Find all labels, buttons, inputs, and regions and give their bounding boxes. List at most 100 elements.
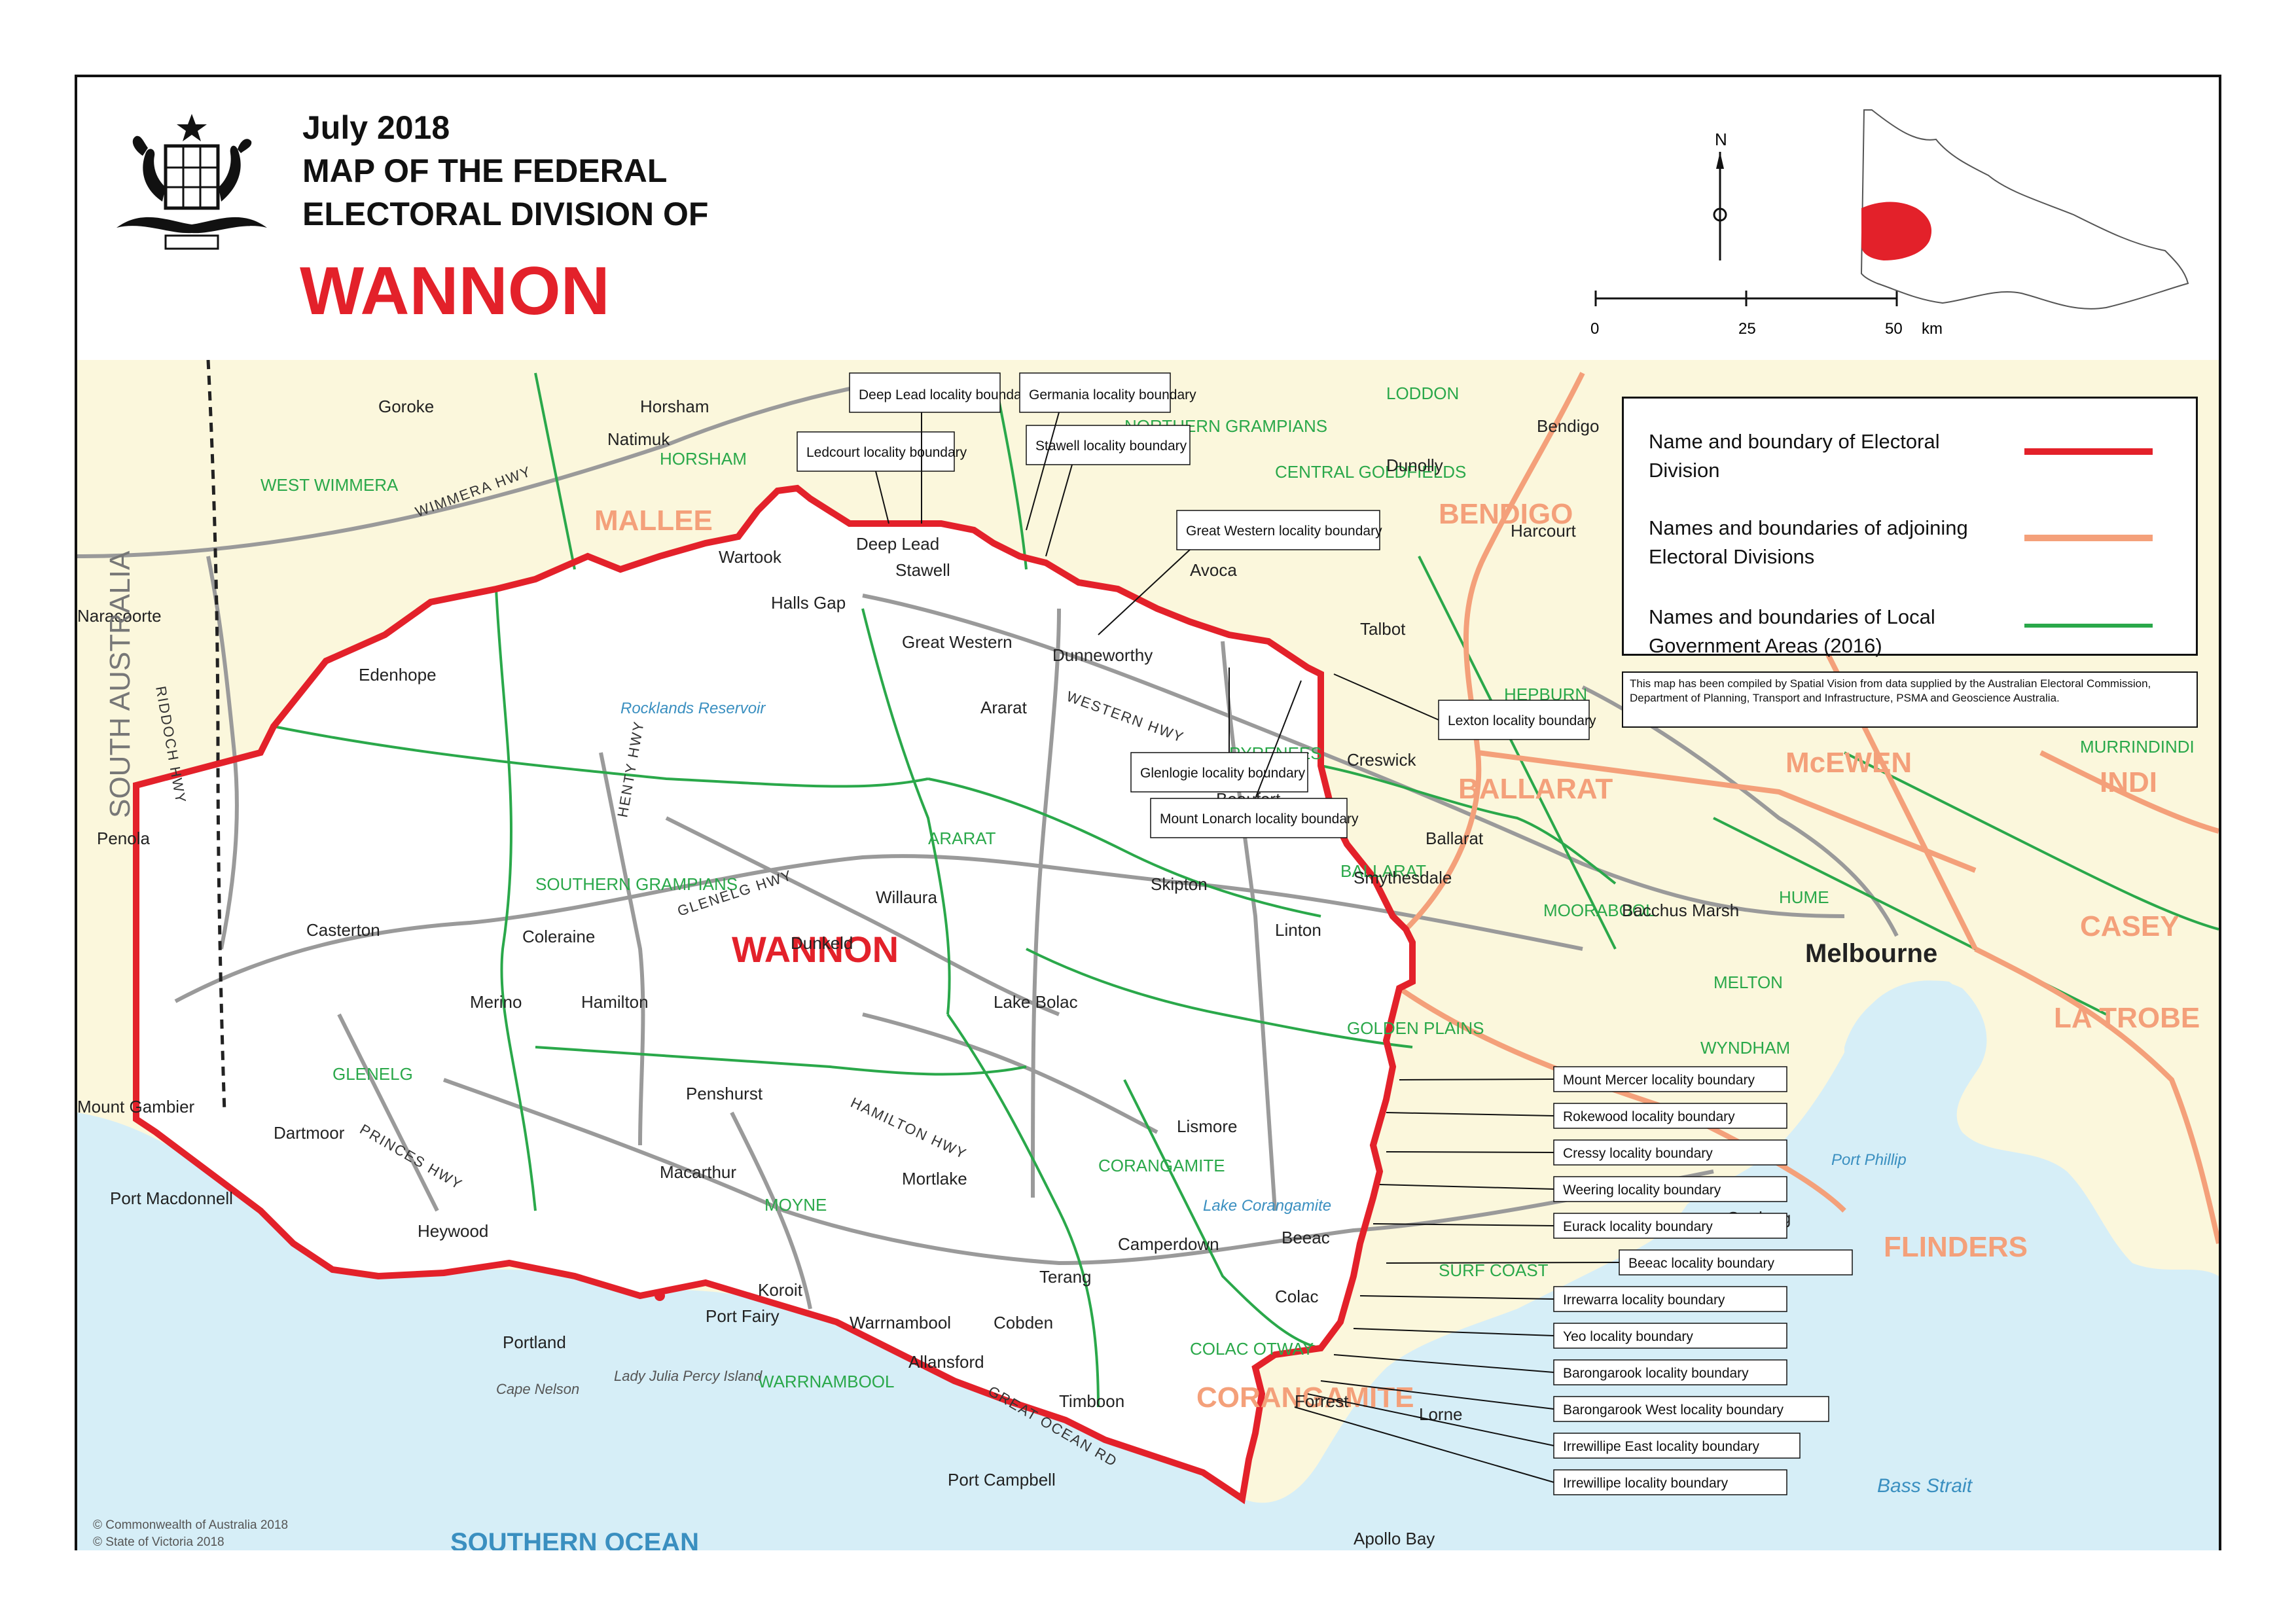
legend-lga-label: Names and boundaries of Local Government… <box>1649 605 1935 657</box>
town-label: Port Macdonnell <box>110 1188 233 1208</box>
callout-text: Germania locality boundary <box>1029 387 1196 402</box>
callout-text: Barongarook West locality boundary <box>1563 1402 1784 1418</box>
adjoining-division-label: CASEY <box>2080 910 2179 942</box>
town-label: Coleraine <box>522 927 595 946</box>
road-network <box>77 384 1899 1310</box>
callout-text: Cressy locality boundary <box>1563 1146 1713 1161</box>
town-label: Harcourt <box>1511 521 1576 541</box>
map-title-line2: ELECTORAL DIVISION OF <box>302 196 709 232</box>
town-label: Portland <box>503 1332 566 1352</box>
town-label: Smythesdale <box>1354 868 1452 887</box>
town-label: Lake Bolac <box>994 992 1078 1012</box>
adjoining-division-label: MALLEE <box>594 505 713 537</box>
town-label: Koroit <box>758 1280 803 1300</box>
callout: Beeac locality boundary <box>1619 1249 1853 1275</box>
callout: Mount Lonarch locality boundary <box>1150 798 1359 838</box>
callout: Barongarook locality boundary <box>1553 1359 1787 1385</box>
callout: Irrewillipe East locality boundary <box>1553 1433 1801 1459</box>
town-label: Bacchus Marsh <box>1622 901 1739 920</box>
town-label: Mount Gambier <box>77 1097 195 1116</box>
coat-of-arms-icon <box>117 114 267 250</box>
water-label: Lady Julia Percy Island <box>614 1368 762 1384</box>
adjoining-division-label: LA TROBE <box>2054 1002 2200 1034</box>
town-label: Port Fairy <box>706 1306 780 1326</box>
town-label: Colac <box>1275 1287 1318 1306</box>
callout-text: Rokewood locality boundary <box>1563 1109 1735 1124</box>
callout: Mount Mercer locality boundary <box>1553 1066 1787 1092</box>
copyright-victoria: © State of Victoria 2018 <box>93 1535 224 1549</box>
callout-text: Ledcourt locality boundary <box>806 445 967 460</box>
callout: Irrewarra locality boundary <box>1553 1286 1787 1312</box>
map-header: July 2018 MAP OF THE FEDERAL ELECTORAL D… <box>77 77 2219 363</box>
legend-lga-line <box>2024 624 2153 628</box>
callout: Irrewillipe locality boundary <box>1553 1469 1787 1495</box>
callout-text: Stawell locality boundary <box>1035 438 1187 454</box>
town-label: Avoca <box>1190 560 1237 580</box>
lga-label: LODDON <box>1386 383 1459 403</box>
town-label: Warrnambool <box>850 1313 951 1332</box>
scale-bar: 0 25 50 km <box>1590 291 1943 338</box>
callout: Glenlogie locality boundary <box>1130 752 1308 793</box>
lady-julia-percy-island-marker <box>655 1291 665 1301</box>
town-label: Bendigo <box>1537 416 1599 436</box>
town-label: Allansford <box>908 1352 984 1372</box>
callout: Stawell locality boundary <box>1026 425 1191 465</box>
legend-division-line <box>2024 448 2153 455</box>
town-label: Naracoorte <box>77 606 162 626</box>
water-label: SOUTHERN OCEAN <box>450 1528 699 1550</box>
legend-adjoining-line <box>2024 535 2153 541</box>
callout-text: Eurack locality boundary <box>1563 1219 1713 1234</box>
town-label: Skipton <box>1151 874 1208 894</box>
town-label: Dunneworthy <box>1052 645 1153 665</box>
adjoining-division-label: McEWEN <box>1785 747 1912 779</box>
wannon-boundary <box>133 484 1416 1505</box>
town-label: Dartmoor <box>274 1123 345 1143</box>
town-label: Penshurst <box>686 1084 763 1103</box>
scale-label-25: 25 <box>1738 320 1756 338</box>
town-label: Horsham <box>640 397 709 416</box>
town-label: Creswick <box>1347 750 1416 770</box>
lga-label: WEST WIMMERA <box>260 475 399 495</box>
state-label: SOUTH AUSTRALIA <box>104 550 136 818</box>
lga-label: MELTON <box>1713 972 1783 992</box>
wannon-division-area <box>136 488 1412 1499</box>
town-label: Merino <box>470 992 522 1012</box>
town-label: Penola <box>97 829 150 848</box>
callout: Great Western locality boundary <box>1176 510 1382 550</box>
lga-label: HUME <box>1779 887 1829 907</box>
callout: Deep Lead locality boundary <box>849 372 1033 413</box>
town-label: Casterton <box>306 920 380 940</box>
map-legend: Name and boundary of Electoral Division … <box>1622 397 2198 657</box>
town-label: Ballarat <box>1426 829 1484 848</box>
lga-label: MOORABOOL <box>1543 901 1655 920</box>
town-label: Ararat <box>980 698 1028 717</box>
lga-label: MOYNE <box>764 1195 827 1215</box>
adjoining-division-label: BALLARAT <box>1458 773 1613 805</box>
town-label: Terang <box>1039 1267 1092 1287</box>
map-title-line1: MAP OF THE FEDERAL <box>302 152 668 189</box>
callout-text: Mount Mercer locality boundary <box>1563 1073 1755 1088</box>
callout-text: Great Western locality boundary <box>1186 524 1382 539</box>
town-label: Wartook <box>719 547 782 567</box>
port-phillip-water <box>1844 980 1974 1126</box>
town-label: Edenhope <box>359 665 437 685</box>
town-label: Hamilton <box>581 992 649 1012</box>
copyright-commonwealth: © Commonwealth of Australia 2018 <box>93 1518 289 1532</box>
wannon-locator-highlight <box>1861 202 1932 260</box>
town-label: Talbot <box>1360 619 1406 639</box>
division-map-label: WANNON <box>732 929 899 970</box>
callout: Weering locality boundary <box>1553 1176 1787 1202</box>
legend-division-label: Name and boundary of Electoral Division <box>1649 430 1940 482</box>
town-label: Port Campbell <box>948 1470 1056 1489</box>
state-border <box>206 360 226 1113</box>
callout: Eurack locality boundary <box>1553 1213 1787 1239</box>
callout-text: Weering locality boundary <box>1563 1183 1721 1198</box>
victoria-locator-map <box>1860 109 2189 310</box>
callout: Rokewood locality boundary <box>1553 1103 1787 1129</box>
map-date: July 2018 <box>302 109 450 146</box>
town-label: Stawell <box>895 560 950 580</box>
lga-label: GOLDEN PLAINS <box>1347 1018 1484 1038</box>
callout-text: Mount Lonarch locality boundary <box>1160 812 1359 827</box>
callout-text: Irrewillipe East locality boundary <box>1563 1439 1759 1454</box>
town-label: Dunkeld <box>791 933 853 953</box>
